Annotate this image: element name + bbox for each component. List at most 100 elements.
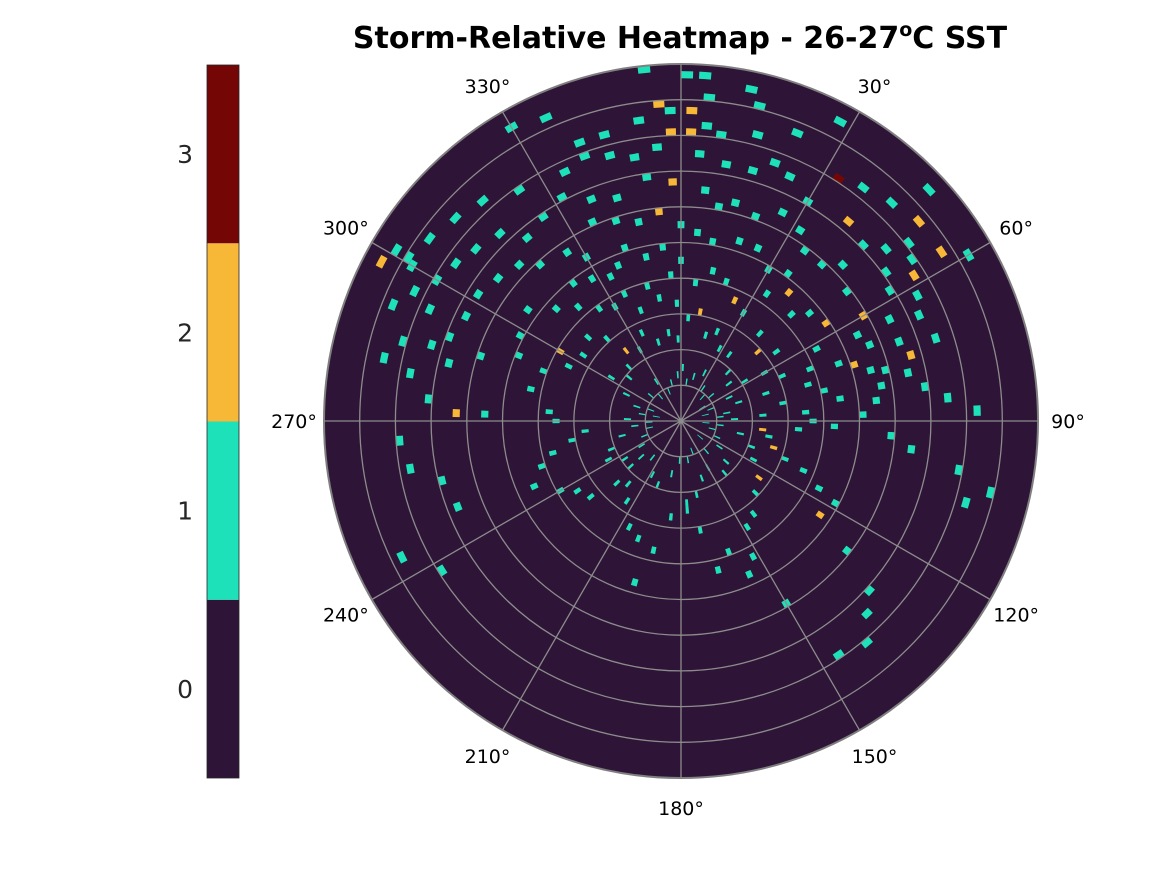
heatmap-cell	[692, 278, 699, 287]
heatmap-cell	[833, 115, 848, 128]
heatmap-cell	[777, 207, 788, 218]
angle-tick-label: 240°	[323, 605, 369, 627]
heatmap-cell	[731, 296, 739, 305]
heatmap-cell	[537, 462, 546, 470]
heatmap-cell	[637, 65, 651, 74]
heatmap-cell	[514, 351, 524, 360]
heatmap-cell	[670, 470, 674, 478]
heatmap-cell	[787, 309, 796, 319]
heatmap-cell	[624, 480, 632, 488]
heatmap-cell	[693, 228, 702, 237]
heatmap-cell	[865, 340, 875, 350]
heatmap-cell	[625, 363, 633, 371]
heatmap-cell	[780, 455, 790, 462]
heatmap-cell	[424, 303, 436, 315]
heatmap-cell	[676, 335, 680, 343]
heatmap-cell	[629, 153, 640, 162]
heatmap-cell	[678, 456, 681, 464]
polar-grid	[323, 63, 1039, 779]
heatmap-cell	[902, 236, 915, 250]
heatmap-cell	[816, 259, 828, 270]
heatmap-cell	[701, 413, 709, 417]
heatmap-cell	[857, 239, 869, 251]
heatmap-cell	[641, 172, 652, 182]
heatmap-cell	[375, 254, 388, 269]
heatmap-cell	[551, 304, 561, 314]
heatmap-cell	[444, 358, 454, 368]
heatmap-cell	[880, 242, 892, 255]
heatmap-cell	[423, 231, 436, 245]
heatmap-cell	[604, 150, 616, 161]
heatmap-cell	[703, 447, 710, 455]
heatmap-cell	[652, 100, 665, 109]
heatmap-cell	[634, 217, 643, 227]
heatmap-cell	[681, 363, 684, 372]
heatmap-cell	[452, 409, 460, 418]
heatmap-cell	[622, 346, 630, 355]
heatmap-cell	[859, 411, 867, 418]
heatmap-cell	[579, 351, 588, 359]
title-suffix: C SST	[912, 21, 1007, 56]
heatmap-cell	[759, 413, 767, 417]
heatmap-cell	[581, 429, 589, 434]
heatmap-cell	[922, 182, 936, 197]
heatmap-cell	[539, 112, 553, 124]
heatmap-cell	[668, 513, 673, 521]
heatmap-cell	[627, 463, 635, 470]
heatmap-cell	[409, 284, 421, 298]
heatmap-cell	[476, 351, 486, 361]
heatmap-cell	[714, 565, 722, 575]
heatmap-cell	[513, 184, 526, 196]
heatmap-cell	[634, 534, 642, 543]
heatmap-cell	[803, 381, 813, 388]
heatmap-cell	[664, 106, 676, 115]
heatmap-cell	[772, 347, 781, 356]
heatmap-cell	[644, 281, 651, 290]
heatmap-cell	[880, 266, 892, 278]
heatmap-cell	[587, 274, 597, 284]
heatmap-cell	[747, 444, 756, 450]
heatmap-cell	[903, 367, 913, 378]
heatmap-cell	[784, 287, 794, 298]
heatmap-cell	[637, 306, 644, 315]
heatmap-cell	[676, 371, 679, 379]
heatmap-cell	[784, 171, 796, 182]
angular-gridline	[680, 420, 861, 731]
heatmap-cell	[611, 216, 621, 226]
heatmap-cell	[702, 369, 707, 377]
heatmap-cell	[884, 284, 896, 296]
heatmap-cell	[630, 578, 639, 587]
heatmap-cell	[681, 71, 694, 79]
heatmap-cell	[633, 404, 641, 409]
heatmap-cell	[379, 351, 389, 364]
heatmap-cell	[526, 385, 535, 393]
heatmap-cell	[666, 328, 671, 337]
heatmap-cell	[390, 243, 403, 257]
heatmap-cell	[700, 186, 710, 195]
angular-gridline	[680, 420, 991, 601]
heatmap-cell	[450, 257, 462, 270]
heatmap-cell	[472, 288, 484, 300]
heatmap-cell	[912, 214, 926, 228]
heatmap-cell	[573, 487, 582, 495]
heatmap-cell	[726, 350, 733, 359]
angular-gridline	[680, 241, 991, 422]
heatmap-cell	[685, 506, 690, 514]
heatmap-cell	[620, 289, 628, 299]
colorbar-segment	[207, 421, 239, 600]
heatmap-cell	[708, 237, 717, 246]
heatmap-cell	[685, 128, 697, 136]
heatmap-cell	[642, 252, 650, 261]
heatmap-cell	[707, 407, 715, 411]
heatmap-cell	[703, 331, 709, 340]
heatmap-cell	[930, 332, 941, 344]
heatmap-cell	[960, 496, 971, 509]
heatmap-cell	[649, 470, 656, 479]
heatmap-cell	[832, 172, 845, 185]
heatmap-cell	[906, 253, 918, 266]
heatmap-cell	[769, 157, 781, 168]
heatmap-cell	[722, 458, 730, 465]
angle-tick-label: 120°	[993, 605, 1039, 627]
heatmap-cell	[769, 445, 778, 451]
heatmap-cell	[754, 347, 762, 356]
